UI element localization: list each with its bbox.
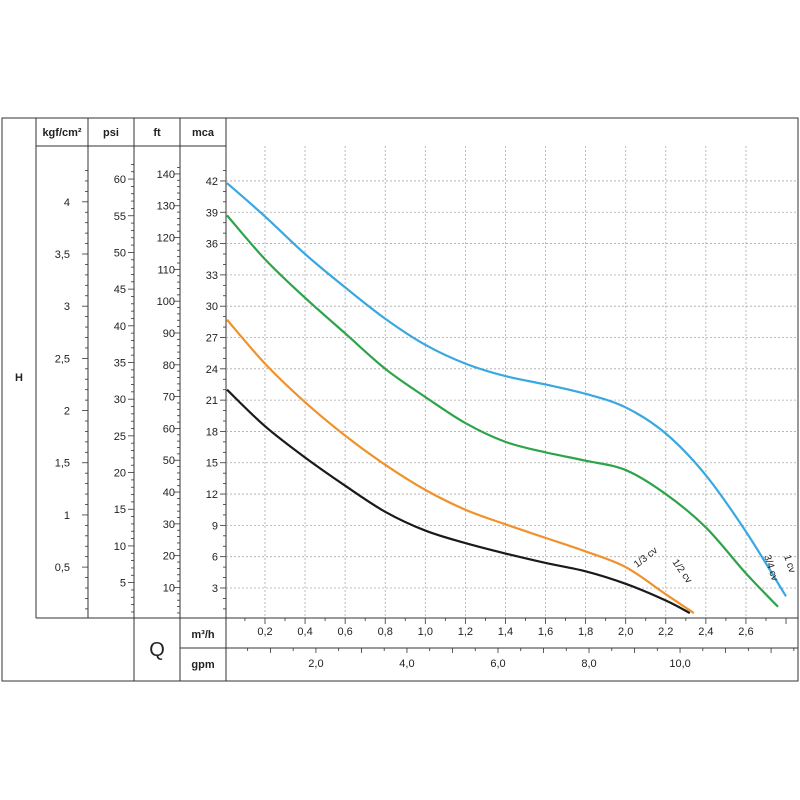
x-tick-label-m3h: 0,4 xyxy=(297,626,312,638)
x-tick-label-m3h: 0,6 xyxy=(337,626,352,638)
psi-axis-header: psi xyxy=(103,127,119,139)
y-tick-label: 3 xyxy=(64,301,70,313)
ft-axis-header: ft xyxy=(153,127,161,139)
axis-ticks: 0,511,522,533,54510152025303540455055601… xyxy=(55,163,795,670)
head-axis-label: H xyxy=(15,372,23,384)
y-tick-label: 40 xyxy=(114,321,126,333)
x-tick-label-m3h: 2,2 xyxy=(658,626,673,638)
y-tick-label: 36 xyxy=(206,239,218,251)
y-tick-label: 70 xyxy=(163,392,175,404)
series-label-1cv: 1 cv xyxy=(781,554,797,575)
x-tick-label-m3h: 1,6 xyxy=(538,626,553,638)
y-tick-label: 2,5 xyxy=(55,353,70,365)
y-tick-label: 0,5 xyxy=(55,562,70,574)
x-tick-label-gpm: 8,0 xyxy=(581,658,596,670)
y-tick-label: 30 xyxy=(114,394,126,406)
y-tick-label: 140 xyxy=(157,169,175,181)
y-tick-label: 15 xyxy=(206,458,218,470)
y-tick-label: 60 xyxy=(163,423,175,435)
x-tick-label-m3h: 2,6 xyxy=(738,626,753,638)
y-tick-label: 42 xyxy=(206,176,218,188)
series-line-1-cv xyxy=(226,182,787,597)
x-tick-label-gpm: 10,0 xyxy=(669,658,690,670)
y-tick-label: 2 xyxy=(64,406,70,418)
series-layer xyxy=(226,182,787,615)
y-tick-label: 130 xyxy=(157,201,175,213)
y-tick-label: 40 xyxy=(163,487,175,499)
y-tick-label: 33 xyxy=(206,270,218,282)
x-tick-label-m3h: 1,2 xyxy=(458,626,473,638)
y-tick-label: 20 xyxy=(114,468,126,480)
y-tick-label: 5 xyxy=(120,578,126,590)
series-line-3-4-cv xyxy=(226,214,779,608)
x-tick-label-gpm: 6,0 xyxy=(490,658,505,670)
m3h-axis-unit: m³/h xyxy=(191,629,215,641)
series-line-1-3-cv xyxy=(226,388,691,615)
mca-axis-header: mca xyxy=(192,127,215,139)
x-tick-label-m3h: 2,0 xyxy=(618,626,633,638)
x-tick-label-m3h: 0,8 xyxy=(378,626,393,638)
y-tick-label: 10 xyxy=(114,541,126,553)
y-tick-label: 6 xyxy=(212,552,218,564)
gpm-axis-unit: gpm xyxy=(191,659,214,671)
x-tick-label-m3h: 2,4 xyxy=(698,626,713,638)
y-tick-label: 90 xyxy=(163,328,175,340)
series-line-1-2-cv xyxy=(226,319,695,614)
y-tick-label: 9 xyxy=(212,520,218,532)
y-tick-label: 18 xyxy=(206,426,218,438)
y-tick-label: 15 xyxy=(114,504,126,516)
flow-axis-label: Q xyxy=(149,639,165,661)
y-tick-label: 30 xyxy=(206,301,218,313)
x-tick-label-m3h: 1,8 xyxy=(578,626,593,638)
y-tick-label: 10 xyxy=(163,582,175,594)
y-tick-label: 50 xyxy=(163,455,175,467)
y-tick-label: 35 xyxy=(114,357,126,369)
x-tick-label-m3h: 0,2 xyxy=(257,626,272,638)
x-tick-label-m3h: 1,4 xyxy=(498,626,513,638)
x-tick-label-gpm: 4,0 xyxy=(399,658,414,670)
y-tick-label: 3,5 xyxy=(55,249,70,261)
y-tick-label: 55 xyxy=(114,211,126,223)
y-tick-label: 120 xyxy=(157,233,175,245)
y-tick-label: 24 xyxy=(206,364,218,376)
y-tick-label: 1 xyxy=(64,510,70,522)
y-tick-label: 110 xyxy=(157,264,175,276)
y-tick-label: 100 xyxy=(157,296,175,308)
y-tick-label: 20 xyxy=(163,551,175,563)
y-tick-label: 60 xyxy=(114,174,126,186)
y-tick-label: 39 xyxy=(206,207,218,219)
kgf-axis-header: kgf/cm² xyxy=(42,127,81,139)
y-tick-label: 25 xyxy=(114,431,126,443)
y-tick-label: 1,5 xyxy=(55,458,70,470)
y-tick-label: 21 xyxy=(206,395,218,407)
y-tick-label: 45 xyxy=(114,284,126,296)
y-tick-label: 50 xyxy=(114,247,126,259)
outer-frame xyxy=(1,117,799,682)
x-tick-label-gpm: 2,0 xyxy=(308,658,323,670)
y-tick-label: 12 xyxy=(206,489,218,501)
y-tick-label: 4 xyxy=(64,197,70,209)
y-tick-label: 3 xyxy=(212,583,218,595)
y-tick-label: 27 xyxy=(206,333,218,345)
y-tick-label: 80 xyxy=(163,360,175,372)
x-tick-label-m3h: 1,0 xyxy=(418,626,433,638)
y-tick-label: 30 xyxy=(163,519,175,531)
